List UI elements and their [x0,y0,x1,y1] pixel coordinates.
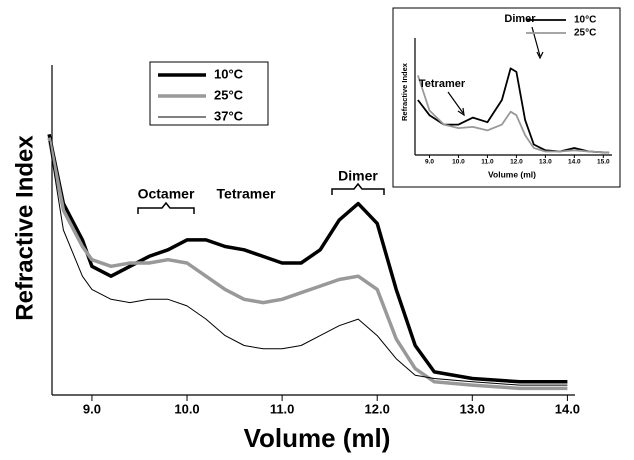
x-tick-label: 14.0 [568,159,581,166]
inset-frame [392,7,621,188]
x-tick-label: 13.0 [460,401,485,416]
series-line [47,133,568,384]
legend-label: 25°C [574,28,596,39]
annotation: Dimer [504,13,536,25]
x-tick-label: 11.0 [270,401,295,416]
series-line [417,67,610,154]
annotation: Tetramer [419,78,466,90]
y-axis-label: Refractive Index [400,62,409,121]
series-line [47,137,568,391]
x-tick-label: 14.0 [555,401,580,416]
x-axis-label: Volume (ml) [488,169,536,179]
x-tick-label: 15.0 [597,159,610,166]
x-tick-label: 10.0 [174,401,199,416]
legend-label: 25°C [214,87,244,102]
x-tick-label: 9.0 [83,401,101,416]
x-axis-label: Volume (ml) [244,423,391,453]
x-tick-label: 9.0 [425,159,434,166]
y-axis-label: Refractive Index [11,135,38,321]
annotation: Octamer [138,186,195,202]
arrow-head [536,51,544,60]
bracket [331,182,385,195]
arrow [531,26,541,57]
x-tick-label: 12.0 [510,159,523,166]
x-tick-label: 10.0 [452,159,465,166]
x-tick-label: 11.0 [481,159,494,166]
x-tick-label: 13.0 [539,159,552,166]
legend-label: 37°C [214,108,244,123]
bracket [137,201,195,214]
annotation: Dimer [338,168,378,184]
x-tick-label: 12.0 [365,401,390,416]
arrow-head [457,107,465,117]
annotation: Tetramer [217,186,276,202]
legend-label: 10°C [574,15,596,26]
series-line [417,75,610,154]
legend-box [149,61,269,126]
series-line [48,140,568,386]
legend-label: 10°C [214,66,244,81]
arrow [447,91,464,114]
